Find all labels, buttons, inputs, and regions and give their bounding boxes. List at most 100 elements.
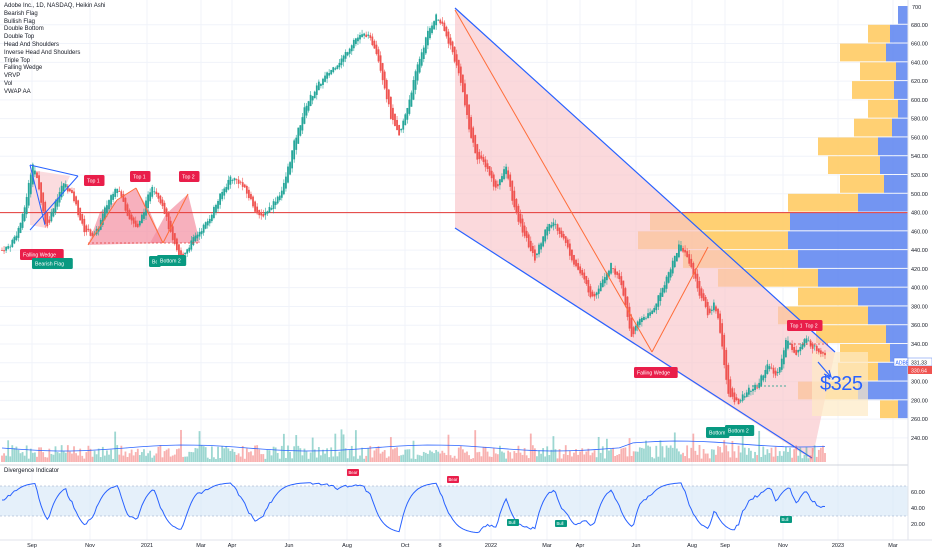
candle-body — [764, 369, 767, 378]
chart-legend: Adobe Inc., 1D, NASDAQ, Heikin Ashi Bear… — [4, 3, 105, 97]
volume-bar — [795, 445, 798, 462]
candle-body — [258, 210, 261, 216]
candle-body — [106, 205, 108, 214]
indicator-item[interactable]: Falling Wedge — [4, 65, 43, 72]
candle-body — [657, 295, 660, 307]
y-tick-label: 440.00 — [911, 248, 928, 254]
candle-body — [515, 198, 518, 213]
candle-body — [519, 213, 522, 224]
volume-bar — [54, 446, 57, 462]
candle-body — [153, 191, 156, 193]
volume-bar — [513, 451, 516, 462]
candle-body — [601, 279, 604, 288]
volume-bar — [651, 457, 654, 462]
candle-body — [461, 74, 464, 93]
volume-bar — [815, 456, 818, 462]
candle-body — [344, 52, 347, 59]
candle-body — [89, 229, 92, 236]
candle-body — [118, 190, 121, 192]
trendlines[interactable] — [29, 7, 836, 459]
candle-body — [307, 101, 310, 111]
volume-bar — [682, 452, 684, 462]
pattern-label: Top 2 — [182, 174, 195, 180]
volume-bar — [108, 454, 110, 462]
indicator-item[interactable]: Double Top — [4, 34, 35, 41]
vp-up-bar — [778, 306, 868, 325]
candle-body — [305, 105, 308, 116]
candle-body — [651, 310, 654, 314]
candle-body — [694, 268, 697, 279]
candle-body — [548, 224, 551, 232]
y-tick-label: 600.00 — [911, 98, 928, 104]
indicator-item[interactable]: Bearish Flag — [4, 10, 38, 17]
volume-bar — [486, 451, 489, 462]
indicator-item[interactable]: Triple Top — [4, 57, 31, 64]
volume-bar — [68, 451, 71, 462]
candle-body — [268, 206, 271, 213]
indicator-item[interactable]: Inverse Head And Shoulders — [4, 49, 81, 56]
indicator-item[interactable]: Bullish Flag — [4, 18, 36, 25]
candle-body — [470, 117, 473, 138]
candle-body — [501, 176, 503, 183]
small-wedge-left — [29, 164, 46, 226]
candle-body — [787, 340, 789, 349]
candle-body — [441, 21, 444, 24]
volume-bar — [737, 445, 740, 462]
volume-bar — [589, 455, 592, 462]
candle-body — [11, 239, 14, 248]
volume-bar — [519, 452, 522, 462]
indicator-item[interactable]: Double Bottom — [4, 26, 44, 33]
candle-body — [404, 114, 407, 126]
volume-bar — [340, 429, 343, 462]
time-axis[interactable]: Sep Nov 2021 Mar Apr Jun Aug Oct 8 2022 Mar Apr Jun A… — [0, 539, 932, 549]
volume-bar — [348, 449, 351, 462]
volume-bar — [184, 456, 187, 462]
candle-body — [494, 180, 497, 188]
candle-body — [517, 205, 520, 222]
target-price-label: $325 — [820, 373, 863, 395]
candle-body — [488, 166, 491, 176]
vp-down-bar — [858, 381, 908, 400]
candle-body — [287, 166, 289, 183]
volume-bar — [435, 449, 438, 462]
volume-bar — [768, 453, 771, 462]
candle-body — [597, 288, 600, 294]
oscillator-label-box — [555, 520, 567, 527]
volume-bar — [31, 452, 34, 462]
candle-body — [758, 382, 761, 388]
volume-bar — [418, 455, 421, 462]
volume-bar — [665, 445, 668, 462]
x-tick-label: 2022 — [485, 543, 497, 549]
volume-bar — [764, 454, 767, 462]
volume-bar — [363, 458, 366, 462]
volume-bar — [95, 454, 98, 462]
indicator-item[interactable]: VWAP AA — [4, 88, 31, 95]
price-axis[interactable]: 680.00 660.00 640.00 620.00 600.00 580.00 560.… — [893, 0, 932, 540]
candle-body — [525, 230, 528, 238]
volume-bar — [811, 447, 814, 462]
volume-bar — [474, 430, 477, 462]
candle-body — [414, 71, 417, 90]
volume-bar — [322, 449, 324, 462]
volume-ma-line — [1, 440, 826, 452]
volume-bar — [630, 455, 633, 462]
volume-bar — [680, 454, 682, 462]
volume-bar — [21, 452, 24, 462]
vp-up-bar — [860, 62, 896, 81]
volume-bar — [793, 449, 796, 462]
volume-bar — [538, 450, 540, 462]
indicator-item[interactable]: VRVP — [4, 73, 21, 80]
candle-body — [449, 37, 452, 46]
candle-body — [241, 182, 244, 187]
indicator-item[interactable]: Head And Shoulders — [4, 41, 60, 48]
volume-bar — [365, 455, 368, 462]
volume-bar — [476, 452, 479, 462]
candle-body — [237, 179, 240, 184]
volume-bar — [196, 448, 199, 462]
volume-bar — [17, 449, 20, 462]
volume-bar — [159, 445, 162, 462]
indicator-item[interactable]: Vol — [4, 80, 13, 87]
pattern-label-box — [32, 258, 73, 269]
